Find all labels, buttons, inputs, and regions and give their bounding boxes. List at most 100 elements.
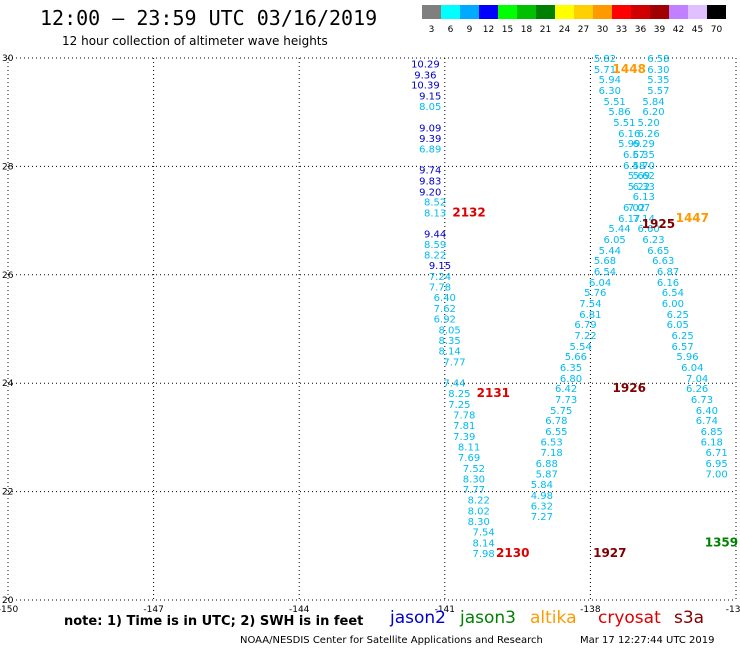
legend-swatch	[669, 5, 688, 19]
x-tick-label: -135	[726, 605, 740, 615]
x-tick-label: -147	[143, 605, 163, 615]
sat-label-cryosat: cryosat	[598, 608, 661, 628]
data-label: 6.53	[540, 438, 562, 449]
data-label: 6.35	[560, 363, 582, 374]
data-label: 6.55	[545, 427, 567, 438]
data-label: 7.24	[429, 272, 451, 283]
legend-swatch	[498, 5, 517, 19]
data-label: 7.81	[453, 421, 475, 432]
data-label: 6.23	[642, 235, 664, 246]
data-label: 8.13	[424, 208, 446, 219]
data-label: 8.59	[424, 240, 446, 251]
legend-swatch	[479, 5, 498, 19]
data-label: 5.51	[604, 97, 626, 108]
data-label: 5.87	[536, 470, 558, 481]
legend-swatch	[517, 5, 536, 19]
data-label: 7.98	[472, 549, 494, 560]
data-label: 6.95	[705, 459, 727, 470]
data-label: 8.35	[439, 336, 461, 347]
data-label: 6.85	[701, 427, 723, 438]
legend-label: 15	[502, 25, 513, 35]
footer-note: note: 1) Time is in UTC; 2) SWH is in fe…	[64, 614, 364, 629]
legend-label: 45	[692, 25, 703, 35]
x-tick-label: -144	[289, 605, 310, 615]
data-label: 1927	[593, 546, 626, 560]
data-label: 7.69	[458, 453, 480, 464]
legend-swatch	[688, 5, 707, 19]
data-label: 6.40	[434, 293, 456, 304]
data-label: 6.05	[604, 235, 626, 246]
data-label: 6.30	[647, 65, 669, 76]
data-label: 9.09	[419, 123, 441, 134]
legend-swatch	[422, 5, 441, 19]
data-label: 6.81	[579, 310, 601, 321]
y-tick-label: 24	[2, 379, 14, 389]
legend-label: 30	[597, 25, 609, 35]
data-label: 6.26	[638, 129, 660, 140]
legend-swatch	[612, 5, 631, 19]
data-label: 6.63	[652, 256, 674, 267]
legend-label: 9	[467, 25, 473, 35]
data-label: 8.11	[458, 443, 480, 454]
data-label: 7.77	[463, 485, 485, 496]
footer-credit: NOAA/NESDIS Center for Satellite Applica…	[240, 635, 543, 646]
data-label: 6.05	[667, 320, 689, 331]
data-label: 7.14	[633, 214, 655, 225]
data-label: 6.87	[657, 267, 679, 278]
data-label: 10.29	[411, 59, 440, 70]
data-label: 6.73	[691, 395, 713, 406]
legend-swatch	[460, 5, 479, 19]
data-label: 6.02	[623, 203, 645, 214]
y-tick-label: 30	[2, 54, 14, 64]
data-label: 5.20	[638, 118, 660, 129]
data-label: 5.51	[613, 118, 635, 129]
data-label: 5.94	[599, 75, 621, 86]
data-label: 8.22	[468, 496, 490, 507]
data-label: 6.17	[618, 214, 640, 225]
data-label: 6.80	[560, 374, 582, 385]
legend-swatch	[441, 5, 460, 19]
data-label: 6.04	[589, 278, 611, 289]
footer-timestamp: Mar 17 12:27:44 UTC 2019	[580, 635, 715, 646]
data-label: 6.74	[696, 416, 718, 427]
data-label: 8.05	[439, 326, 461, 337]
data-label: 7.78	[429, 283, 451, 294]
x-tick-label: -141	[435, 605, 455, 615]
legend-label: 3	[429, 25, 435, 35]
data-label: 6.33	[633, 182, 655, 193]
data-label: 7.54	[472, 528, 494, 539]
data-label: 1925	[642, 217, 675, 231]
legend-label: 6	[448, 25, 454, 35]
data-label: 9.20	[419, 187, 441, 198]
data-label: 6.40	[696, 406, 718, 417]
data-label: 7.25	[448, 400, 470, 411]
data-label: 6.18	[701, 438, 723, 449]
data-label: 8.22	[424, 251, 446, 262]
data-label: 6.58	[647, 54, 669, 65]
data-label: 2131	[477, 386, 510, 400]
data-label: 5.84	[642, 97, 664, 108]
data-label: 9.74	[419, 166, 441, 177]
y-tick-label: 20	[2, 596, 14, 606]
data-label: 8.05	[419, 102, 441, 113]
sat-label-jason2: jason2	[390, 608, 446, 628]
legend-label: 24	[559, 25, 571, 35]
data-label: 2132	[452, 205, 485, 219]
chart-subtitle: 12 hour collection of altimeter wave hei…	[62, 34, 328, 48]
data-label: 6.13	[633, 192, 655, 203]
data-label: 8.30	[463, 475, 485, 486]
data-label: 6.57	[671, 342, 693, 353]
data-label: 8.52	[424, 198, 446, 209]
data-label: 6.54	[594, 267, 616, 278]
data-label: 6.00	[662, 299, 684, 310]
data-label: 6.71	[705, 448, 727, 459]
data-label: 1359	[705, 536, 738, 550]
data-label: 5.96	[676, 352, 698, 363]
data-label: 9.15	[429, 261, 451, 272]
legend-label: 36	[635, 25, 647, 35]
data-label: 7.62	[434, 304, 456, 315]
data-label: 5.99	[618, 139, 640, 150]
y-tick-label: 28	[2, 162, 14, 172]
